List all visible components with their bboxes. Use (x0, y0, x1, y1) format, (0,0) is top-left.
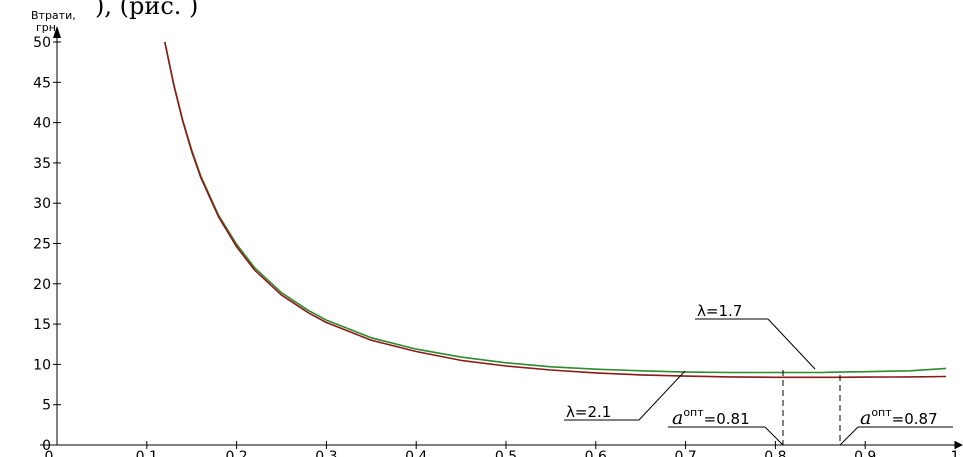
annotations: λ=1.7 λ=2.1 aопт=0.81 aопт=0.87 (564, 302, 953, 446)
leader-lambda17 (767, 318, 816, 370)
leader-aopt087 (839, 426, 859, 446)
y-axis-title-line2: грн. (36, 21, 59, 34)
aopt087-sup: опт (871, 406, 892, 419)
x-tick-label: 0.7 (674, 449, 696, 457)
axes (40, 26, 963, 449)
x-tick-label: 0 (45, 449, 54, 457)
x-tick-label: 0.9 (854, 449, 876, 457)
aopt087-symbol: a (860, 407, 871, 429)
y-tick-label: 0 (42, 438, 51, 454)
label-aopt081: aопт=0.81 (672, 406, 750, 429)
aopt087-value: =0.87 (892, 410, 938, 428)
y-tick-label: 35 (33, 156, 51, 172)
aopt081-value: =0.81 (704, 410, 750, 428)
label-lambda21: λ=2.1 (566, 403, 611, 421)
y-tick-label: 50 (33, 35, 51, 51)
y-tick-label: 25 (33, 237, 51, 253)
y-tick-label: 10 (33, 357, 51, 373)
y-tick-label: 40 (33, 116, 51, 132)
y-axis-arrow (53, 26, 61, 38)
x-tick-label: 0.6 (585, 449, 607, 457)
header-fragment: ), (рис. ) (95, 0, 198, 20)
y-tick-label: 30 (33, 196, 51, 212)
x-tick-label: 0.1 (136, 449, 158, 457)
x-tick-label: 0.8 (764, 449, 786, 457)
y-tick-label: 15 (33, 317, 51, 333)
x-ticks: 0 0.1 0.2 0.3 0.4 0.5 0.6 0.7 0.8 0.9 1 (45, 441, 960, 457)
y-tick-label: 45 (33, 75, 51, 91)
y-axis-title-line1: Втрати, (31, 9, 76, 22)
x-tick-label: 0.4 (405, 449, 427, 457)
y-ticks: 0 5 10 15 20 25 30 35 40 45 50 (33, 35, 61, 454)
leader-aopt081 (764, 426, 784, 446)
label-aopt087: aопт=0.87 (860, 406, 938, 429)
x-tick-label: 1 (951, 449, 960, 457)
aopt081-sup: опт (683, 406, 704, 419)
x-tick-label: 0.2 (225, 449, 247, 457)
leader-lambda21 (638, 370, 686, 421)
y-tick-label: 20 (33, 277, 51, 293)
series-group (164, 41, 947, 379)
x-axis-arrow (955, 441, 963, 449)
x-tick-label: 0.5 (495, 449, 517, 457)
label-lambda17: λ=1.7 (697, 302, 742, 320)
series-line-1 (164, 41, 947, 379)
y-tick-label: 5 (42, 398, 51, 414)
aopt081-symbol: a (672, 407, 683, 429)
x-tick-label: 0.3 (315, 449, 337, 457)
series-line-0 (164, 41, 947, 374)
